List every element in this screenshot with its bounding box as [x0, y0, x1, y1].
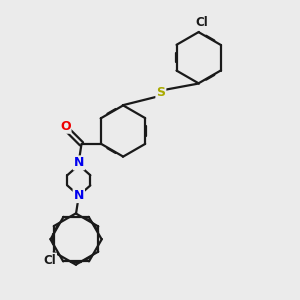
Text: O: O: [60, 120, 70, 133]
Text: N: N: [74, 156, 84, 170]
Text: Cl: Cl: [43, 254, 56, 267]
Text: Cl: Cl: [195, 16, 208, 29]
Text: N: N: [74, 189, 84, 202]
Text: S: S: [156, 86, 165, 100]
